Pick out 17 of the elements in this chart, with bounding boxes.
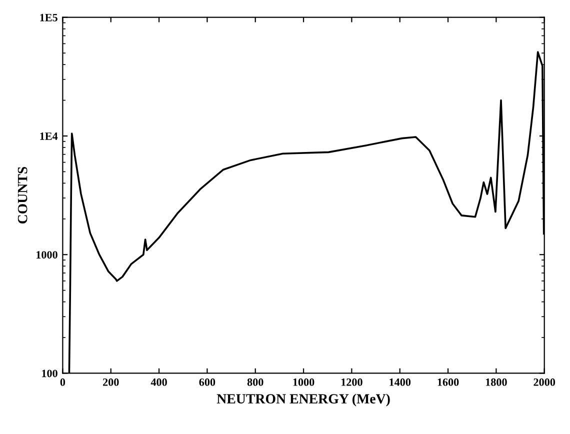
y-tick-label: 1E5 <box>40 14 58 22</box>
x-tick-label: 800 <box>247 378 264 386</box>
x-tick-label: 1000 <box>293 378 314 386</box>
y-axis-title: COUNTS <box>18 166 28 224</box>
x-axis-title: NEUTRON ENERGY (MeV) <box>216 394 390 406</box>
x-tick-label: 2000 <box>534 378 556 386</box>
x-tick-label: 1400 <box>390 378 411 386</box>
x-tick-label: 0 <box>60 378 66 386</box>
x-tick-label: 200 <box>103 378 119 386</box>
x-tick-label: 1600 <box>438 378 459 386</box>
y-tick-label: 1E4 <box>40 132 58 140</box>
x-tick-label: 600 <box>199 378 216 386</box>
x-tick-label: 400 <box>150 378 167 386</box>
x-tick-label: 1800 <box>486 378 507 386</box>
y-tick-label: 1000 <box>36 251 58 259</box>
x-tick-label: 1200 <box>341 378 362 386</box>
y-tick-label: 100 <box>42 370 58 378</box>
